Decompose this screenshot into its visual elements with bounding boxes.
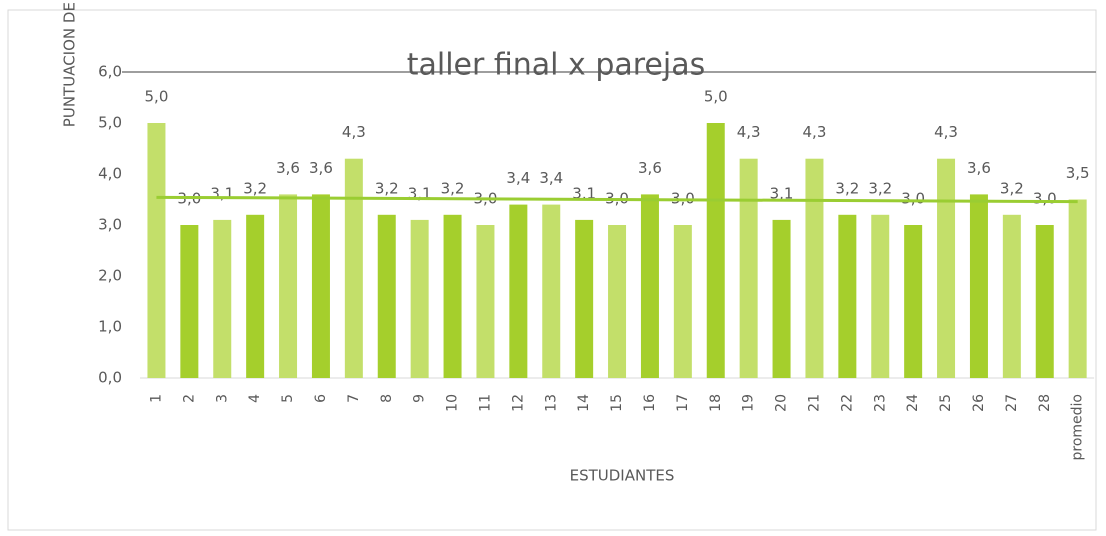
data-label: 3,0 [1033, 190, 1057, 208]
x-tick-label: 27 [1004, 394, 1020, 412]
y-tick-label: 6,0 [98, 63, 122, 81]
bar [213, 219, 232, 378]
x-tick-label: 17 [675, 394, 691, 412]
x-tick-label: 25 [938, 394, 954, 412]
bar [904, 225, 923, 378]
bar [344, 158, 363, 378]
data-label: 3,4 [506, 169, 530, 187]
bar [772, 219, 791, 378]
data-label: 5,0 [704, 88, 728, 106]
x-tick-label: 21 [806, 394, 822, 412]
bar [311, 194, 330, 378]
data-label: 3,5 [1066, 164, 1090, 182]
y-axis-label: PUNTUACION DE 1-5 [61, 0, 79, 127]
x-tick-label: 11 [477, 394, 493, 412]
data-label: 3,6 [276, 159, 300, 177]
bar [542, 204, 561, 378]
data-label: 3,6 [967, 159, 991, 177]
data-label: 4,3 [737, 123, 761, 141]
data-label: 4,3 [342, 123, 366, 141]
bar [1068, 199, 1087, 378]
data-label: 3,0 [901, 190, 925, 208]
x-tick-label: 20 [774, 394, 790, 412]
data-label: 3,2 [375, 179, 399, 197]
x-tick-label: 14 [576, 394, 592, 412]
data-label: 3,2 [1000, 179, 1024, 197]
data-label: 3,1 [210, 184, 234, 202]
bar [805, 158, 824, 378]
bar [1035, 225, 1054, 378]
data-label: 3,2 [835, 179, 859, 197]
plot: 0,0 1,0 2,0 3,0 4,0 5,0 6,0 5,0 1 3,0 2 3,1 3 3,2 4 3,6… [98, 63, 1096, 461]
x-tick-label: 8 [379, 394, 395, 403]
x-tick-label: 7 [346, 394, 362, 403]
x-tick-label: 15 [609, 394, 625, 412]
bar [279, 194, 298, 378]
y-tick-label: 3,0 [98, 216, 122, 234]
x-tick-label: 18 [708, 394, 724, 412]
bar [1002, 214, 1021, 378]
bar [410, 219, 429, 378]
x-tick-label: 5 [280, 394, 296, 403]
bar [180, 225, 199, 378]
x-tick-label: 2 [181, 394, 197, 403]
bar [706, 123, 725, 378]
data-label: 3,2 [868, 179, 892, 197]
y-tick-label: 0,0 [98, 369, 122, 387]
y-tick-label: 4,0 [98, 165, 122, 183]
bar [443, 214, 462, 378]
data-label: 5,0 [145, 88, 169, 106]
x-tick-label: 10 [445, 394, 461, 412]
bar [640, 194, 659, 378]
bar [937, 158, 956, 378]
y-tick-label: 5,0 [98, 114, 122, 132]
bar [969, 194, 988, 378]
bar [871, 214, 890, 378]
bar [377, 214, 396, 378]
y-tick-label: 2,0 [98, 267, 122, 285]
bar [147, 123, 166, 378]
bar [608, 225, 627, 378]
data-label: 3,2 [243, 179, 267, 197]
x-tick-label: 12 [510, 394, 526, 412]
x-tick-label: 26 [971, 394, 987, 412]
data-label: 3,2 [441, 179, 465, 197]
x-tick-label: 28 [1037, 394, 1053, 412]
data-label: 3,1 [770, 184, 794, 202]
x-tick-label: 1 [148, 394, 164, 403]
x-tick-label: 9 [412, 394, 428, 403]
bar [739, 158, 758, 378]
x-tick-label: 4 [247, 394, 263, 403]
x-tick-label: 19 [741, 394, 757, 412]
data-label: 3,6 [309, 159, 333, 177]
x-tick-label: 24 [905, 394, 921, 412]
bar [575, 219, 594, 378]
bar [673, 225, 692, 378]
x-tick-label: 13 [543, 394, 559, 412]
trendline [156, 195, 1078, 204]
bar [509, 204, 528, 378]
x-tick-label: 23 [872, 394, 888, 412]
x-axis-label: ESTUDIANTES [570, 467, 675, 485]
data-label: 4,3 [803, 123, 827, 141]
x-tick-label: 16 [642, 394, 658, 412]
x-tick-label: 22 [839, 394, 855, 412]
bar [246, 214, 265, 378]
bar [476, 225, 495, 378]
data-label: 4,3 [934, 123, 958, 141]
data-label: 3,4 [539, 169, 563, 187]
chart-title: taller final x parejas [407, 48, 706, 83]
x-tick-label: promedio [1070, 394, 1086, 461]
bar [838, 214, 857, 378]
data-label: 3,6 [638, 159, 662, 177]
x-tick-label: 3 [214, 394, 230, 403]
x-tick-label: 6 [313, 394, 329, 403]
y-tick-label: 1,0 [98, 318, 122, 336]
